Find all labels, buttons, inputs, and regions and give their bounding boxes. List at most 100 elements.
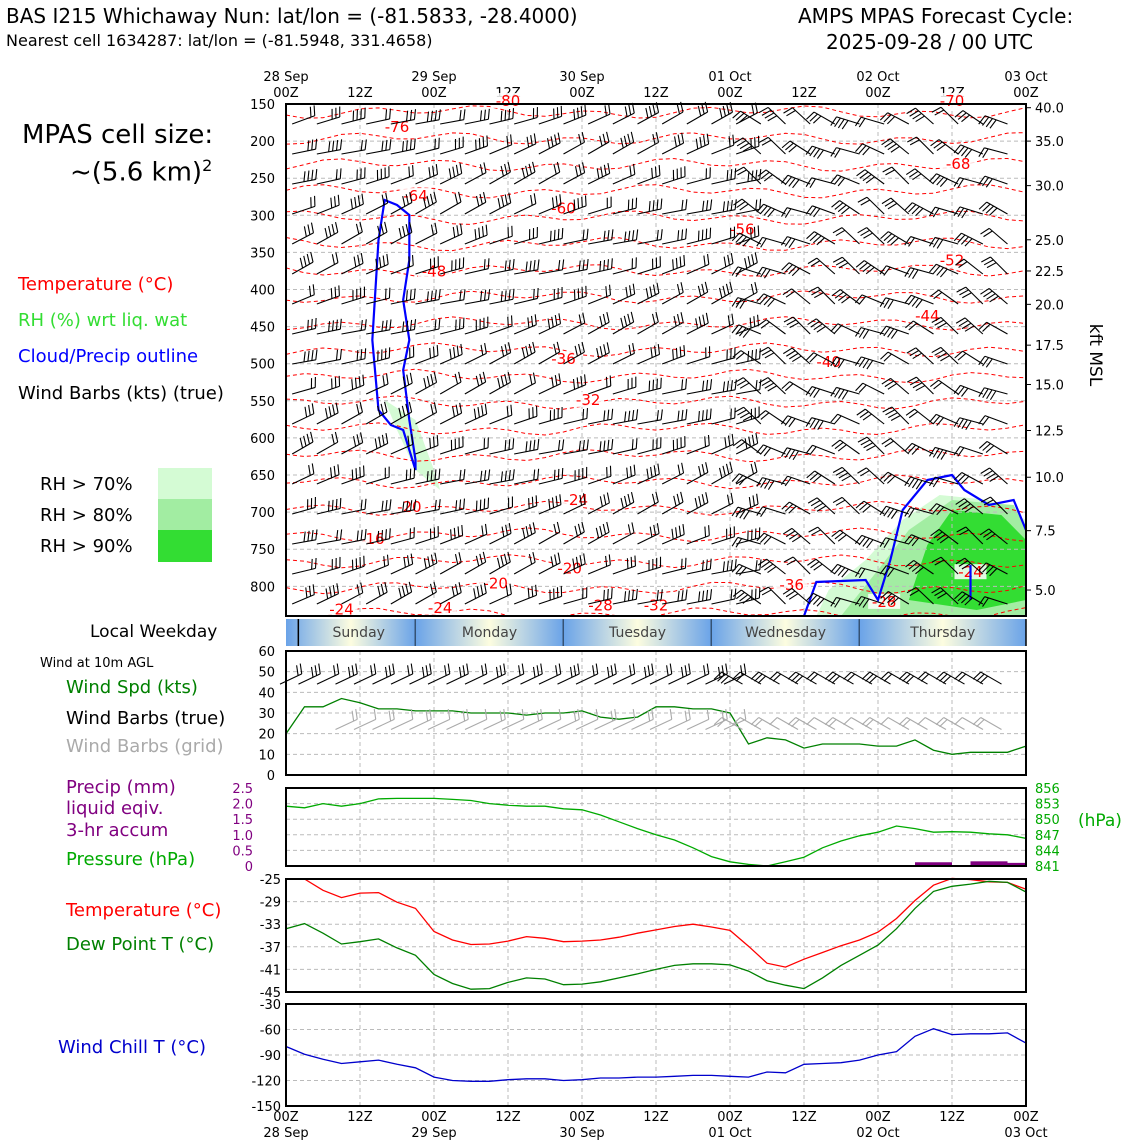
barb-feather [648, 380, 651, 392]
barb-feather [425, 665, 429, 676]
barb-feather [606, 311, 610, 323]
wind-barb [953, 232, 984, 247]
barb-feather [525, 261, 528, 272]
barb-feather [742, 596, 752, 604]
barb-feather [356, 109, 358, 121]
barb-shaft [887, 471, 910, 485]
wind-barb [856, 169, 885, 185]
wind-barb [931, 587, 959, 605]
barb-feather [462, 136, 464, 148]
wind-barb [291, 195, 316, 215]
barb-feather [434, 110, 437, 121]
barb-feather [813, 502, 824, 510]
wind-barb [855, 327, 885, 339]
barb-feather [308, 465, 311, 476]
barb-feather [487, 289, 491, 300]
barb-feather [569, 666, 573, 678]
barb-feather [582, 468, 584, 479]
barb-feather [723, 256, 727, 268]
wind-barb-true [861, 671, 891, 685]
barb-feather [763, 174, 773, 182]
wind-barb [881, 197, 910, 215]
barb-feather [522, 527, 526, 539]
barb-feather [624, 106, 628, 117]
barb-shaft [390, 443, 414, 455]
barb-feather [957, 593, 966, 602]
pressure-tick-label: 844 [1035, 844, 1060, 859]
barb-shaft [934, 236, 959, 245]
wind-barb [929, 413, 959, 426]
barb-feather [436, 345, 439, 356]
barb-feather [629, 165, 632, 177]
barb-feather [479, 373, 483, 385]
barb-shaft [390, 298, 415, 305]
barb-feather [611, 438, 614, 450]
barb-feather [311, 403, 315, 414]
barb-feather [699, 136, 702, 148]
barb-feather [427, 556, 431, 567]
barb-feather [983, 470, 993, 477]
wind-barb [637, 132, 660, 155]
barb-feather [725, 463, 730, 475]
wind-barb [316, 431, 339, 455]
barb-feather [355, 468, 358, 479]
barb-feather [931, 316, 942, 323]
barb-shaft [563, 114, 587, 125]
barb-feather [558, 708, 562, 720]
wind-barb [390, 319, 417, 335]
wind-barb-true [898, 671, 928, 685]
windchill-tick-label: -120 [251, 1075, 281, 1090]
barb-feather [857, 436, 868, 443]
isotherm-label-bg [812, 354, 845, 370]
wind-barb [587, 521, 610, 545]
barb-feather [909, 139, 920, 146]
barb-feather [479, 164, 484, 175]
barb-feather [412, 346, 415, 357]
barb-feather [830, 116, 838, 126]
barb-feather [423, 197, 427, 209]
barb-feather [857, 467, 867, 474]
barb-feather [521, 347, 526, 359]
barb-feather [962, 292, 972, 299]
barb-shaft [866, 196, 885, 215]
wind-barb [341, 582, 364, 605]
wind-barb [905, 168, 934, 185]
barb-feather [881, 377, 891, 385]
wind-barb [953, 445, 984, 457]
pressure-tick-label: 600 [250, 432, 275, 447]
wind-barb [538, 552, 561, 575]
barb-shaft [924, 671, 947, 685]
barb-feather [755, 349, 757, 360]
wind-barb-grid [806, 717, 836, 731]
barb-shaft [986, 440, 1008, 455]
barb-feather [758, 587, 761, 599]
barb-feather [475, 195, 480, 207]
wind-barb [538, 194, 562, 215]
isotherm-label-bg [393, 498, 426, 514]
barb-feather [582, 312, 586, 323]
wind-tick-label: 40 [258, 686, 275, 701]
barb-feather [731, 506, 739, 517]
barb-feather [739, 509, 746, 519]
barb-shaft [464, 381, 486, 395]
barb-feather [672, 259, 674, 270]
barb-feather [335, 252, 339, 263]
temp-tick-label: -37 [260, 941, 281, 956]
barb-feather [554, 134, 558, 145]
barb-feather [681, 590, 684, 601]
barb-feather [978, 415, 986, 425]
barb-feather [934, 109, 945, 116]
isotherm-label: -16 [360, 530, 385, 548]
barb-feather [487, 437, 489, 448]
barb-feather [890, 329, 898, 339]
barb-feather [953, 417, 961, 427]
barb-feather [860, 229, 870, 237]
barb-feather [730, 559, 733, 571]
barb-feather [733, 137, 744, 144]
barb-shaft [961, 717, 984, 731]
barb-feather [781, 207, 788, 217]
barb-feather [554, 554, 558, 565]
barb-feather [458, 582, 462, 593]
barb-feather [932, 477, 940, 488]
barb-feather [705, 168, 707, 179]
